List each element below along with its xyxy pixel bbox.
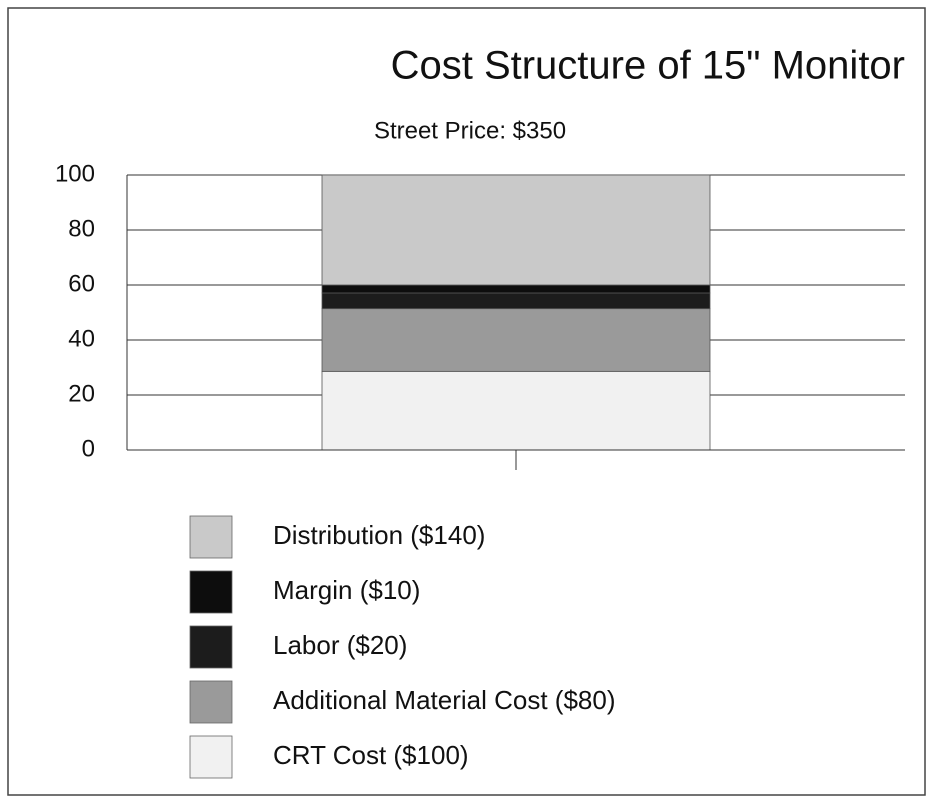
bar-segment bbox=[321, 292, 711, 310]
legend-swatch bbox=[189, 570, 233, 614]
y-tick-label: 40 bbox=[68, 325, 95, 352]
legend-swatch bbox=[189, 680, 233, 724]
legend-label: Distribution ($140) bbox=[273, 520, 485, 550]
legend-label: CRT Cost ($100) bbox=[273, 740, 469, 770]
y-tick-label: 80 bbox=[68, 215, 95, 242]
bar-segment bbox=[321, 308, 711, 372]
bar-segment bbox=[321, 370, 711, 451]
bar-segment bbox=[321, 174, 711, 286]
y-tick-label: 60 bbox=[68, 270, 95, 297]
legend-label: Additional Material Cost ($80) bbox=[273, 685, 616, 715]
legend-swatch bbox=[189, 735, 233, 779]
y-tick-label: 0 bbox=[82, 435, 95, 462]
y-tick-label: 100 bbox=[55, 160, 95, 187]
legend-label: Margin ($10) bbox=[273, 575, 420, 605]
legend-swatch bbox=[189, 515, 233, 559]
chart-title: Cost Structure of 15" Monitor bbox=[391, 44, 905, 88]
legend-label: Labor ($20) bbox=[273, 630, 407, 660]
chart-subtitle: Street Price: $350 bbox=[374, 117, 566, 144]
bar-segment bbox=[321, 284, 711, 294]
legend-swatch bbox=[189, 625, 233, 669]
y-tick-label: 20 bbox=[68, 380, 95, 407]
